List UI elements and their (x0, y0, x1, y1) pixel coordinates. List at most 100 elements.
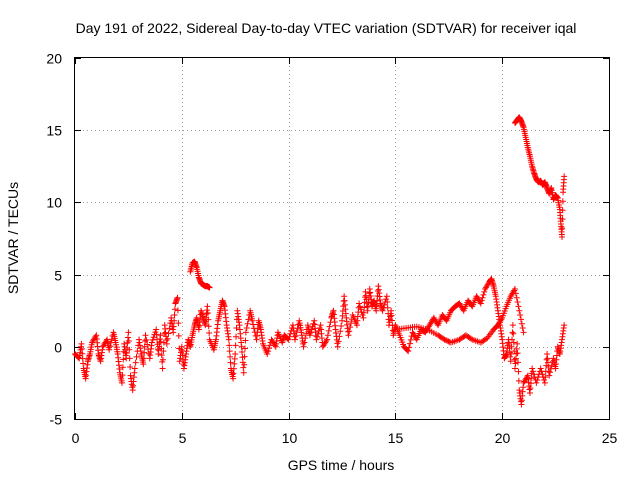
data-point (285, 336, 292, 343)
data-point (226, 348, 233, 355)
data-point (233, 333, 240, 340)
data-point (160, 348, 167, 355)
data-point (300, 343, 307, 350)
data-point (174, 294, 181, 301)
y-tick-label: 0 (54, 340, 62, 356)
data-point (559, 216, 566, 223)
data-point (539, 371, 546, 378)
data-point (123, 350, 130, 357)
y-tick-label: -5 (50, 412, 63, 428)
data-point (175, 332, 182, 339)
data-point (520, 329, 527, 336)
data-point (468, 335, 475, 342)
data-point (406, 340, 413, 347)
data-point (108, 336, 115, 343)
data-point (514, 299, 521, 306)
data-point (481, 288, 488, 295)
data-point (244, 320, 251, 327)
data-point (249, 317, 256, 324)
data-point (170, 323, 177, 330)
data-point (314, 333, 321, 340)
data-point (292, 336, 299, 343)
data-point (445, 338, 452, 345)
data-point (541, 377, 548, 384)
data-point (480, 291, 487, 298)
data-point (325, 327, 332, 334)
data-point (204, 310, 211, 317)
data-point (206, 284, 213, 291)
data-point (559, 225, 566, 232)
grid-lines (75, 58, 609, 419)
data-point (478, 297, 485, 304)
data-point (383, 293, 390, 300)
data-point (324, 336, 331, 343)
data-point (334, 343, 341, 350)
data-point (515, 359, 522, 366)
data-point (510, 339, 517, 346)
data-point (149, 336, 156, 343)
data-point (243, 325, 250, 332)
data-point (357, 306, 364, 313)
data-point (242, 329, 249, 336)
data-point (561, 173, 568, 180)
data-point (346, 328, 353, 335)
data-point (543, 356, 550, 363)
x-axis-label: GPS time / hours (288, 457, 395, 473)
data-point (232, 351, 239, 358)
data-point (479, 294, 486, 301)
data-point (533, 379, 540, 386)
y-tick-label: 5 (54, 268, 62, 284)
data-point (535, 374, 542, 381)
data-point (158, 352, 165, 359)
data-point (131, 365, 138, 372)
data-point (515, 377, 522, 384)
data-point (323, 338, 330, 345)
data-point (118, 379, 125, 386)
data-point (242, 345, 249, 352)
data-point (171, 317, 178, 324)
data-point (126, 355, 133, 362)
data-point (515, 368, 522, 375)
data-point (160, 356, 167, 363)
data-point (508, 351, 515, 358)
data-point (546, 372, 553, 379)
data-point (171, 312, 178, 319)
data-point (514, 350, 521, 357)
data-point (559, 198, 566, 205)
series-hump-near-5-5h (187, 258, 213, 291)
data-point (345, 332, 352, 339)
data-point (141, 349, 148, 356)
y-tick-label: 20 (46, 51, 62, 67)
data-point (542, 374, 549, 381)
data-point (407, 336, 414, 343)
data-point (313, 336, 320, 343)
tick-labels: 0 5 10 15 20 25 -5 0 5 10 15 20 (46, 51, 617, 447)
data-point (266, 342, 273, 349)
data-point (518, 320, 525, 327)
data-point (559, 234, 566, 241)
data-point (482, 336, 489, 343)
data-point (125, 329, 132, 336)
data-points (72, 114, 568, 408)
data-point (508, 343, 515, 350)
plot-frame (74, 57, 610, 420)
data-point (174, 307, 181, 314)
data-point (541, 379, 548, 386)
data-point (513, 294, 520, 301)
data-point (245, 316, 252, 323)
data-point (361, 304, 368, 311)
data-point (406, 344, 413, 351)
data-point (379, 307, 386, 314)
data-point (405, 348, 412, 355)
data-point (356, 303, 363, 310)
data-point (239, 348, 246, 355)
data-point (509, 322, 516, 329)
data-point (133, 353, 140, 360)
data-point (126, 346, 133, 353)
data-point (534, 377, 541, 384)
x-tick-label: 15 (388, 430, 404, 446)
data-point (512, 290, 519, 297)
data-point (271, 342, 278, 349)
data-point (238, 343, 245, 350)
